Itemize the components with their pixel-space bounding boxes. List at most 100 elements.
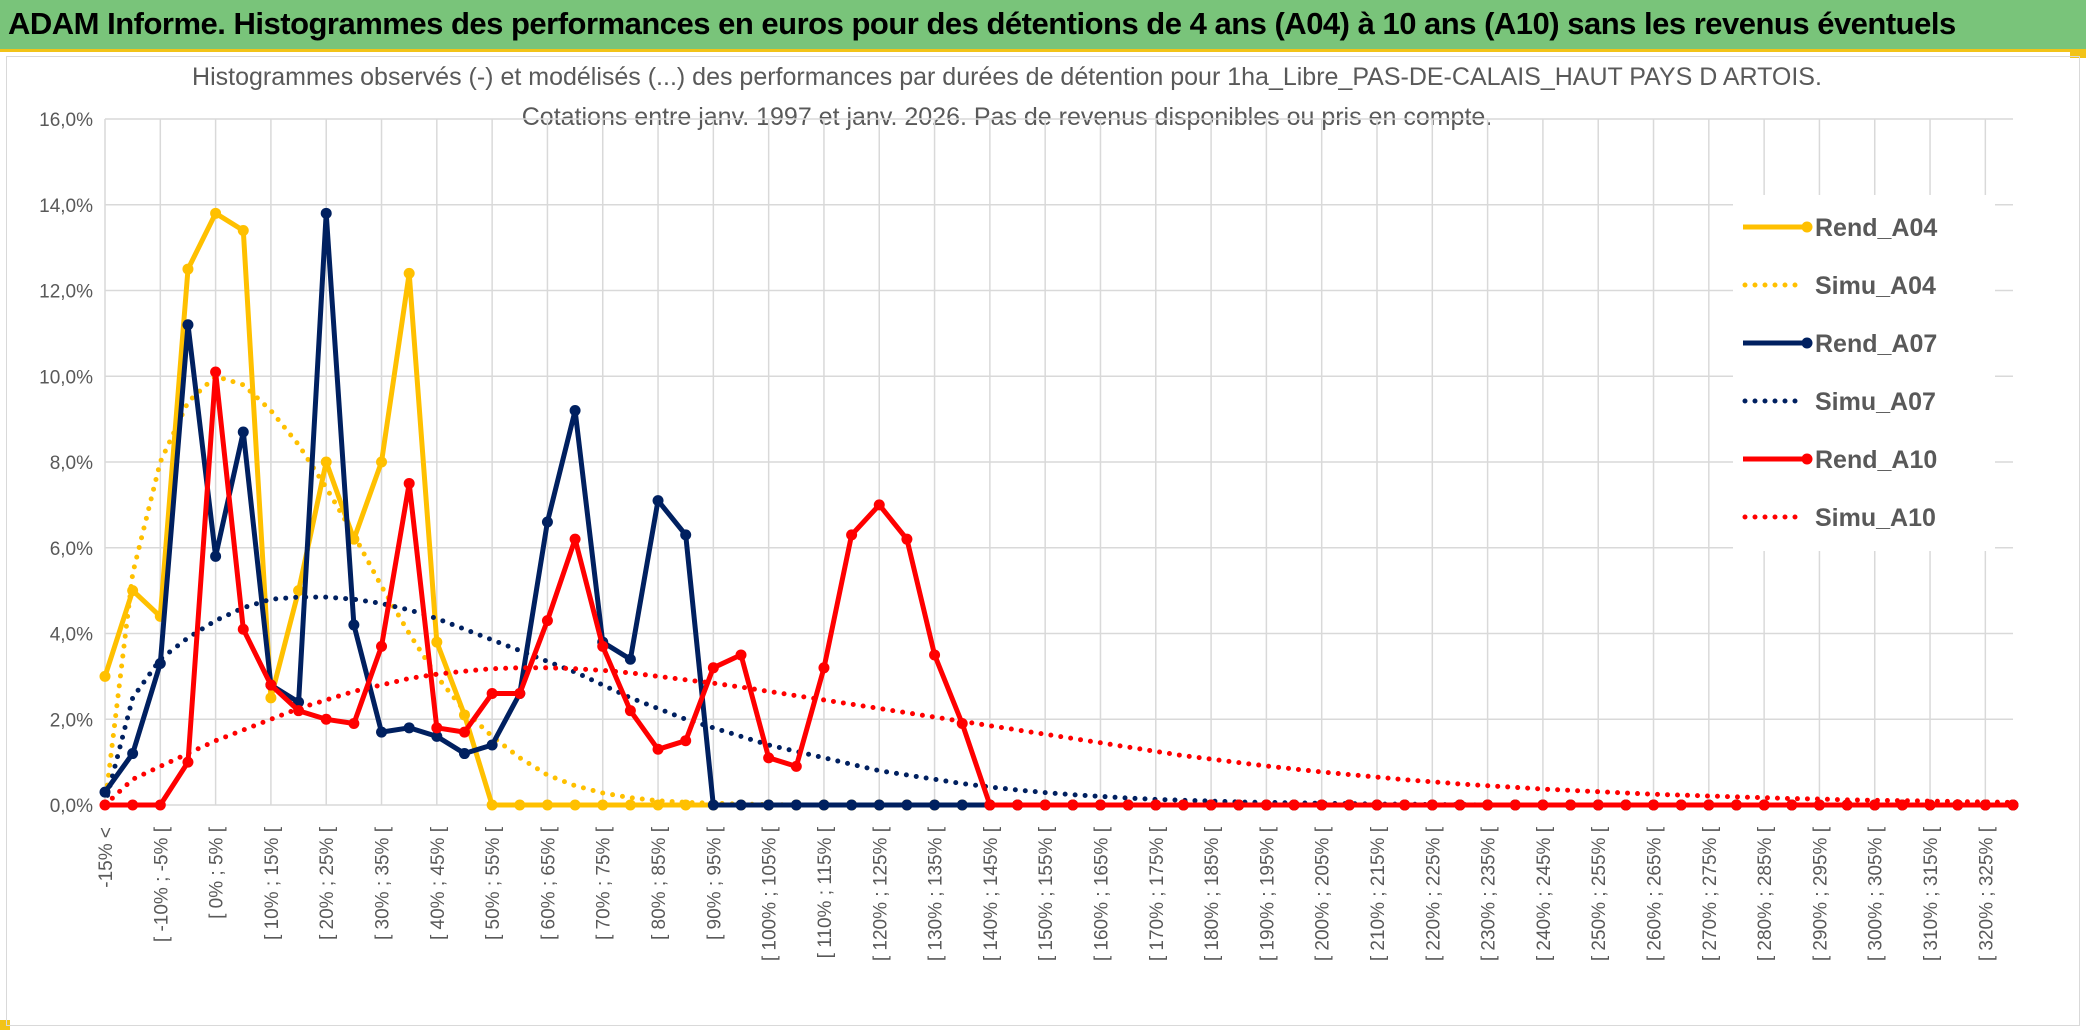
series-point-rend-a10: [1039, 799, 1051, 811]
x-tick-label: [ 200% ; 205% [: [1313, 826, 1334, 961]
series-point-rend-a10: [1260, 799, 1272, 811]
x-tick-label: [ 80% ; 85% [: [649, 826, 670, 940]
series-line-rend-a07: [102, 210, 2013, 808]
x-tick-label: [ 160% ; 165% [: [1091, 826, 1112, 961]
y-tick-label: 14,0%: [39, 196, 93, 217]
series-point-rend-a10: [210, 366, 222, 378]
series-point-rend-a10: [1177, 799, 1189, 811]
series-point-rend-a10: [1565, 799, 1577, 811]
corner-accent-left: [0, 1020, 10, 1030]
series-point-rend-a07: [680, 529, 692, 541]
x-tick-label: [ 10% ; 15% [: [262, 826, 283, 940]
x-tick-label: [ 0% ; 5% [: [207, 826, 228, 919]
report-title: ADAM Informe. Histogrammes des performan…: [8, 6, 1956, 41]
x-tick-label: [ 300% ; 305% [: [1866, 826, 1887, 961]
series-point-rend-a07: [790, 799, 802, 811]
chart-area: Histogrammes observés (-) et modélisés (…: [6, 56, 2080, 1026]
x-tick-label: [ 190% ; 195% [: [1257, 826, 1278, 961]
series-point-rend-a07: [237, 426, 249, 438]
series-point-rend-a07: [652, 495, 664, 507]
series-point-rend-a07: [127, 748, 139, 760]
y-tick-label: 16,0%: [39, 110, 93, 131]
x-tick-label: [ 130% ; 135% [: [926, 826, 947, 961]
series-point-rend-a07: [707, 799, 719, 811]
series-point-rend-a10: [1952, 799, 1964, 811]
series-point-rend-a10: [1122, 799, 1134, 811]
series-point-rend-a07: [376, 726, 388, 738]
series-point-rend-a10: [624, 705, 636, 717]
series-point-rend-a10: [514, 688, 526, 700]
series-point-rend-a04: [403, 267, 415, 279]
x-tick-label: [ 20% ; 25% [: [317, 826, 338, 940]
series-point-rend-a07: [956, 799, 968, 811]
legend-box: [1733, 195, 1995, 551]
series-point-rend-a10: [1813, 799, 1825, 811]
x-tick-label: [ 230% ; 235% [: [1479, 826, 1500, 961]
series-point-rend-a10: [237, 623, 249, 635]
x-tick-label: [ 30% ; 35% [: [373, 826, 394, 940]
series-point-rend-a07: [486, 739, 498, 751]
x-tick-label: [ 50% ; 55% [: [483, 826, 504, 940]
series-point-rend-a10: [1703, 799, 1715, 811]
x-tick-label: [ 250% ; 255% [: [1589, 826, 1610, 961]
series-point-rend-a10: [1454, 799, 1466, 811]
y-tick-label: 4,0%: [50, 625, 93, 646]
series-point-rend-a10: [154, 799, 166, 811]
series-point-rend-a10: [458, 726, 470, 738]
series-point-rend-a10: [1288, 799, 1300, 811]
series-point-rend-a10: [182, 756, 194, 768]
series-point-rend-a10: [1509, 799, 1521, 811]
series-point-rend-a04: [486, 799, 498, 811]
series-point-rend-a10: [1150, 799, 1162, 811]
series-point-rend-a04: [210, 207, 222, 219]
series-line-simu-a10: [102, 665, 2016, 808]
report-banner: ADAM Informe. Histogrammes des performan…: [0, 0, 2086, 52]
series-point-rend-a10: [846, 529, 858, 541]
series-point-rend-a07: [763, 799, 775, 811]
series-point-rend-a07: [458, 748, 470, 760]
series-point-rend-a10: [376, 640, 388, 652]
x-tick-label: [ 290% ; 295% [: [1810, 826, 1831, 961]
series-point-rend-a10: [652, 743, 664, 755]
x-tick-label: [ 110% ; 115% [: [815, 826, 836, 958]
series-point-rend-a07: [403, 722, 415, 734]
series-point-rend-a07: [929, 799, 941, 811]
chart-title-line2: Cotations entre janv. 1997 et janv. 2026…: [521, 103, 1493, 131]
series-point-rend-a04: [514, 799, 526, 811]
series-point-rend-a10: [984, 799, 996, 811]
series-point-rend-a10: [873, 499, 885, 511]
y-tick-label: 12,0%: [39, 282, 93, 303]
x-tick-label: [ 70% ; 75% [: [594, 826, 615, 940]
x-tick-label: [ 60% ; 65% [: [538, 826, 559, 940]
x-tick-label: [ -10% ; -5% [: [151, 826, 172, 942]
x-tick-label: [ 120% ; 125% [: [870, 826, 891, 961]
series-point-rend-a04: [569, 799, 581, 811]
legend-marker-rend-a10: [1801, 453, 1813, 465]
x-tick-label: [ 220% ; 225% [: [1423, 826, 1444, 961]
series-point-rend-a07: [348, 619, 360, 631]
series-point-rend-a10: [1343, 799, 1355, 811]
x-tick-label: [ 280% ; 285% [: [1755, 826, 1776, 961]
series-point-rend-a10: [265, 679, 277, 691]
series-point-rend-a04: [182, 263, 194, 275]
series-point-rend-a07: [431, 730, 443, 742]
x-tick-label: [ 320% ; 325% [: [1976, 826, 1997, 961]
series-point-rend-a07: [735, 799, 747, 811]
y-tick-label: 8,0%: [50, 453, 93, 474]
series-line-rend-a04: [102, 210, 2013, 808]
series-point-rend-a10: [1896, 799, 1908, 811]
series-line-simu-a07: [102, 594, 2016, 808]
series-line-rend-a10: [105, 369, 2013, 808]
series-point-rend-a10: [1012, 799, 1024, 811]
legend-label-rend-a04: Rend_A04: [1815, 214, 1937, 242]
series-point-rend-a10: [1371, 799, 1383, 811]
series-point-rend-a10: [348, 718, 360, 730]
histogram-chart: 0,0% 2,0% 4,0% 6,0% 8,0% 10,0% 12,0% 14,0% 16,0%…: [39, 110, 2019, 961]
legend-marker-rend-a04: [1801, 221, 1813, 233]
series-point-rend-a10: [735, 649, 747, 661]
series-point-rend-a04: [624, 799, 636, 811]
x-tick-label: [ 170% ; 175% [: [1147, 826, 1168, 961]
x-tick-label: [ 310% ; 315% [: [1921, 826, 1942, 961]
series-point-rend-a04: [237, 224, 249, 236]
x-tick-label: [ 140% ; 145% [: [981, 826, 1002, 961]
